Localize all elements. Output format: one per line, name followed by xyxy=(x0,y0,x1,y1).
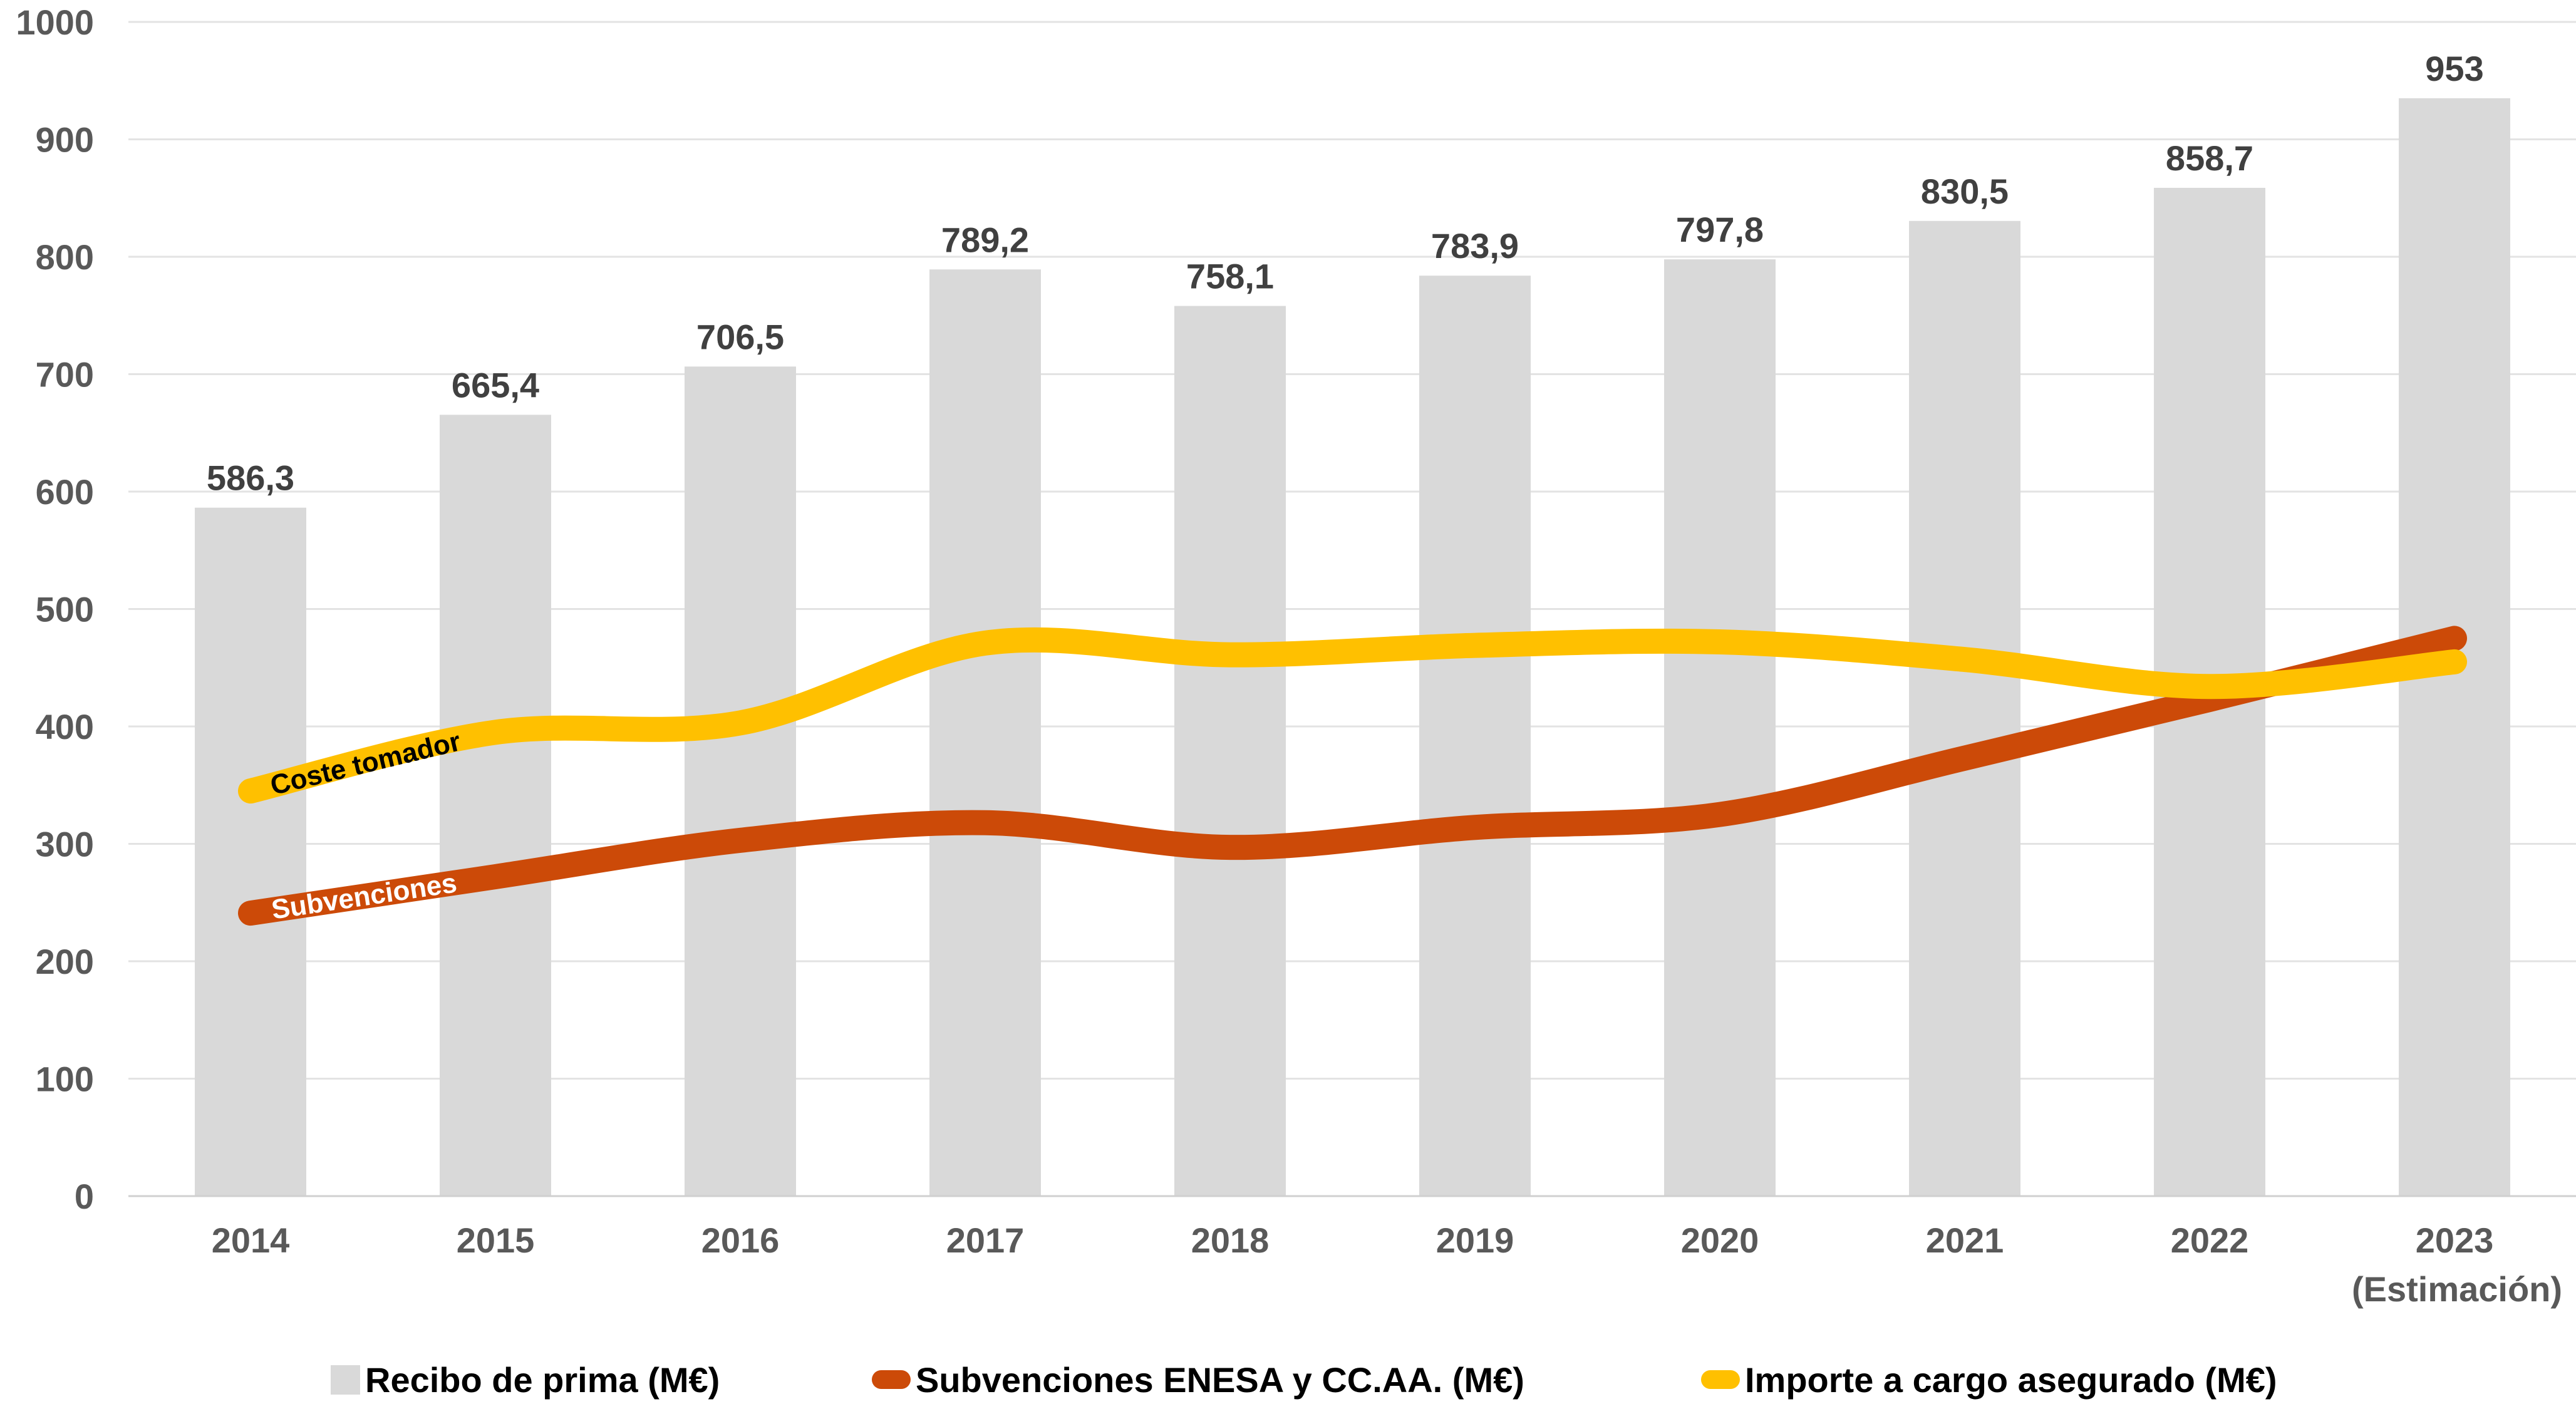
legend-label: Recibo de prima (M€) xyxy=(365,1360,720,1400)
data-label: 858,7 xyxy=(2166,138,2253,178)
series-line xyxy=(238,627,2467,804)
bar xyxy=(1664,259,1776,1196)
data-label: 953 xyxy=(2425,49,2483,88)
series-line xyxy=(238,626,2467,926)
bar xyxy=(685,366,796,1196)
y-tick-label: 700 xyxy=(36,355,94,395)
x-tick-label: 2015 xyxy=(457,1221,535,1260)
legend-swatch xyxy=(1701,1370,1740,1389)
data-label: 586,3 xyxy=(207,458,294,498)
x-tick-label: 2019 xyxy=(1436,1221,1514,1260)
data-label: 789,2 xyxy=(941,220,1029,259)
y-tick-label: 300 xyxy=(36,825,94,864)
legend-swatch xyxy=(872,1370,911,1389)
y-tick-label: 100 xyxy=(36,1060,94,1099)
bar xyxy=(929,269,1041,1196)
data-label: 783,9 xyxy=(1431,226,1519,266)
y-tick-label: 0 xyxy=(75,1177,94,1216)
x-tick-label: 2022 xyxy=(2171,1221,2249,1260)
data-label: 758,1 xyxy=(1186,257,1274,296)
y-tick-label: 900 xyxy=(36,120,94,160)
x-tick-label: 2020 xyxy=(1681,1221,1759,1260)
y-tick-label: 200 xyxy=(36,942,94,981)
data-label: 706,5 xyxy=(696,317,784,356)
y-tick-label: 400 xyxy=(36,707,94,746)
x-tick-sublabel: (Estimación) xyxy=(2352,1269,2562,1309)
bar xyxy=(1174,306,1286,1196)
x-tick-label: 2021 xyxy=(1926,1221,2004,1260)
x-tick-label: 2018 xyxy=(1191,1221,1270,1260)
x-tick-label: 2014 xyxy=(212,1221,290,1260)
legend-label: Importe a cargo asegurado (M€) xyxy=(1745,1360,2277,1400)
bars xyxy=(195,98,2510,1196)
data-label: 665,4 xyxy=(452,365,539,405)
legend-swatch xyxy=(331,1365,360,1395)
axes: 0 100 200 300 400 500 600 700 800 900 1000 2014 2015… xyxy=(16,3,2576,1309)
bar xyxy=(195,507,306,1196)
legend-label: Subvenciones ENESA y CC.AA. (M€) xyxy=(916,1360,1524,1400)
lines xyxy=(238,626,2467,926)
x-tick-label: 2017 xyxy=(946,1221,1025,1260)
y-tick-label: 600 xyxy=(36,472,94,512)
bar xyxy=(440,415,551,1196)
data-label: 830,5 xyxy=(1921,172,2009,211)
data-label: 797,8 xyxy=(1676,210,1764,249)
bar xyxy=(1909,220,2020,1196)
y-tick-label: 500 xyxy=(36,590,94,629)
bar xyxy=(1419,276,1531,1196)
x-tick-label: 2023 xyxy=(2416,1221,2494,1260)
legend: Recibo de prima (M€) Subvenciones ENESA y… xyxy=(331,1360,2277,1400)
y-tick-label: 800 xyxy=(36,237,94,277)
y-tick-label: 1000 xyxy=(16,3,94,42)
x-tick-label: 2016 xyxy=(701,1221,780,1260)
